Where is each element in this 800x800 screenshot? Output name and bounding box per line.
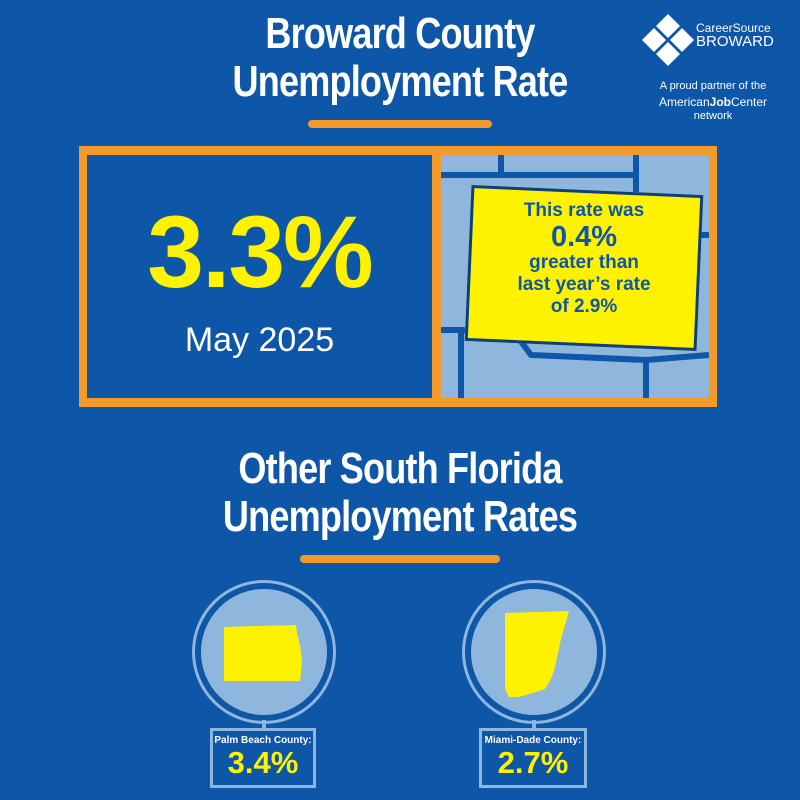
section-title-underline: [300, 555, 500, 563]
logo-brand-line-2: BROWARD: [696, 33, 774, 50]
palm-beach-map-icon: [224, 625, 302, 681]
note-text: This rate was 0.4% greater than last yea…: [468, 200, 700, 318]
careersource-logo-icon: [642, 14, 694, 66]
note-line-4: last year’s rate: [517, 274, 651, 295]
note-line-5: of 2.9%: [550, 296, 618, 317]
ajc-job: Job: [709, 95, 731, 109]
note-value: 0.4%: [550, 221, 618, 253]
title-line-2: Unemployment Rate: [232, 57, 569, 106]
miami-dade-circle: [465, 583, 603, 721]
broward-rate-date: May 2025: [184, 321, 335, 359]
miami-dade-label: Miami-Dade County: 2.7%: [479, 728, 587, 788]
note-line-3: greater than: [529, 252, 639, 273]
section-title-line-2: Unemployment Rates: [222, 492, 578, 541]
network-text: network: [693, 110, 733, 122]
miami-dade-rate: 2.7%: [497, 745, 569, 780]
american-job-center-logo: AmericanJobCenter: [638, 95, 788, 109]
careersource-logo: CareerSource BROWARD A proud partner of …: [638, 10, 788, 125]
note-line-1: This rate was: [523, 200, 645, 221]
logo-brand-line-1: CareerSource: [696, 21, 771, 35]
miami-dade-name: Miami-Dade County:: [484, 735, 582, 746]
ajc-american: American: [658, 95, 710, 109]
section-title: Other South Florida Unemployment Rates: [0, 445, 800, 541]
palm-beach-name: Palm Beach County:: [214, 735, 312, 746]
palm-beach-circle: [195, 583, 333, 721]
title-line-1: Broward County: [265, 9, 535, 58]
section-title-line-1: Other South Florida: [238, 444, 562, 493]
page-title: Broward County Unemployment Rate: [0, 10, 800, 106]
ajc-center: Center: [731, 95, 768, 109]
palm-beach-stem: [262, 720, 266, 730]
palm-beach-label: Palm Beach County: 3.4%: [210, 728, 316, 788]
miami-dade-stem: [532, 720, 536, 730]
miami-dade-map-icon: [505, 611, 569, 697]
broward-rate-value: 3.3%: [147, 195, 374, 309]
title-underline: [308, 120, 492, 128]
palm-beach-rate: 3.4%: [227, 745, 299, 780]
broward-rate-panel: 3.3% May 2025: [87, 155, 432, 398]
partner-text: A proud partner of the: [659, 80, 767, 92]
comparison-note: This rate was 0.4% greater than last yea…: [464, 185, 704, 351]
